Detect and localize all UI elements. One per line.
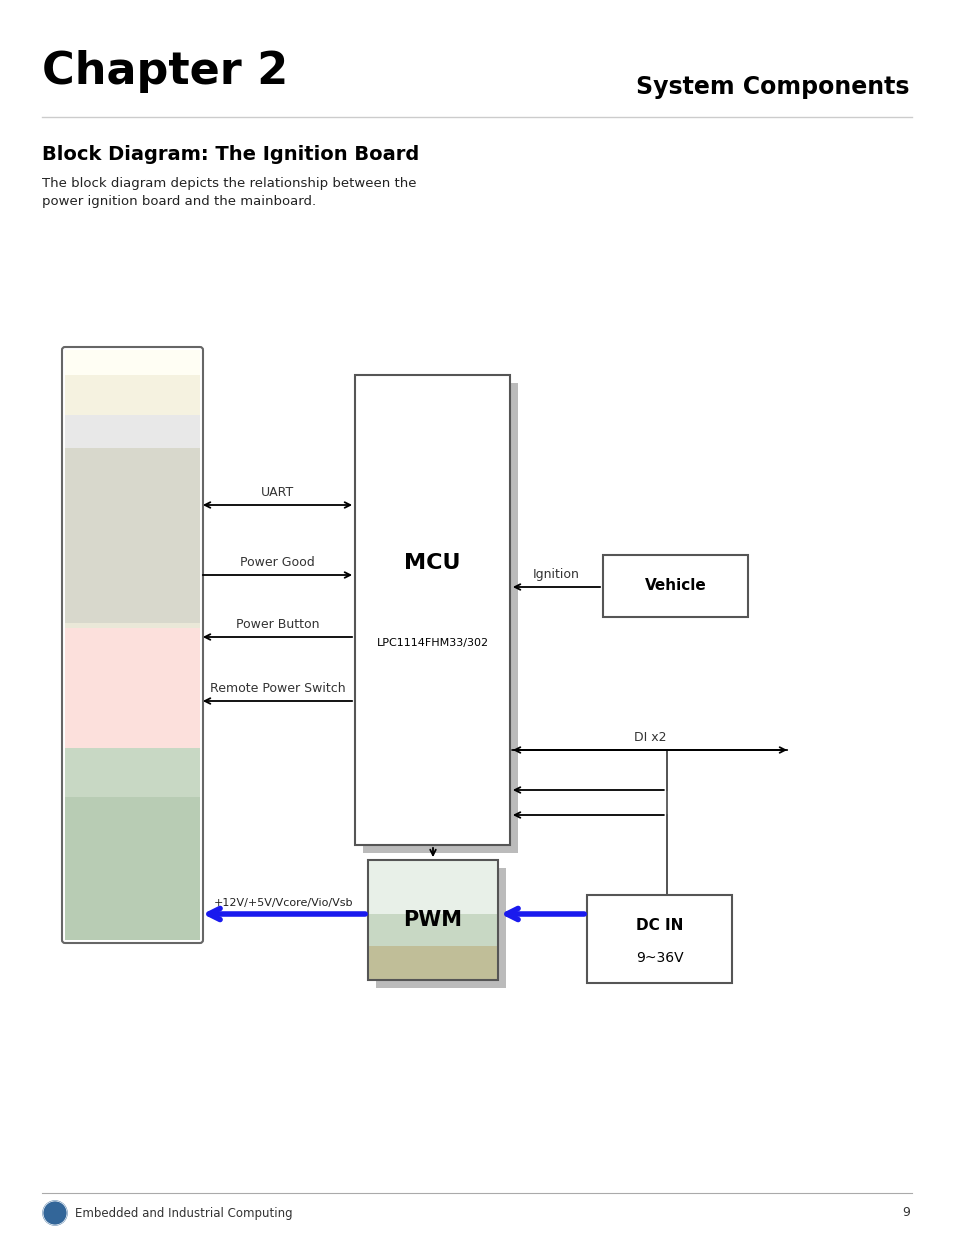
Text: Power Button: Power Button bbox=[235, 618, 319, 631]
Bar bbox=[363, 383, 517, 853]
Text: Vehicle: Vehicle bbox=[644, 578, 705, 594]
Bar bbox=[355, 375, 510, 845]
Text: Block Diagram: The Ignition Board: Block Diagram: The Ignition Board bbox=[42, 144, 418, 164]
Bar bbox=[65, 374, 200, 415]
Text: Chapter 2: Chapter 2 bbox=[42, 49, 288, 93]
Circle shape bbox=[43, 1200, 67, 1225]
Bar bbox=[586, 895, 731, 983]
Text: PWM: PWM bbox=[403, 910, 462, 930]
Text: DI x2: DI x2 bbox=[633, 731, 665, 743]
Text: Embedded and Industrial Computing: Embedded and Industrial Computing bbox=[75, 1207, 293, 1219]
Text: System Components: System Components bbox=[636, 75, 909, 99]
Text: UART: UART bbox=[260, 487, 294, 499]
Bar bbox=[65, 748, 200, 798]
Text: DC IN: DC IN bbox=[635, 919, 682, 934]
Text: 9~36V: 9~36V bbox=[635, 951, 682, 966]
Text: Remote Power Switch: Remote Power Switch bbox=[210, 682, 345, 695]
Text: power ignition board and the mainboard.: power ignition board and the mainboard. bbox=[42, 195, 315, 207]
Text: +12V/+5V/Vcore/Vio/Vsb: +12V/+5V/Vcore/Vio/Vsb bbox=[214, 898, 354, 908]
Bar bbox=[602, 555, 747, 618]
Bar bbox=[65, 798, 200, 940]
Bar bbox=[65, 624, 200, 629]
Bar bbox=[368, 914, 497, 946]
Bar bbox=[65, 415, 200, 448]
Text: The block diagram depicts the relationship between the: The block diagram depicts the relationsh… bbox=[42, 177, 416, 190]
Bar bbox=[368, 860, 497, 981]
Text: LPC1114FHM33/302: LPC1114FHM33/302 bbox=[376, 638, 488, 648]
Text: MCU: MCU bbox=[404, 553, 460, 573]
Bar bbox=[375, 868, 505, 988]
Bar bbox=[368, 860, 497, 914]
Text: Power Good: Power Good bbox=[240, 556, 314, 569]
Bar bbox=[368, 946, 497, 981]
Text: 9: 9 bbox=[902, 1207, 909, 1219]
Bar bbox=[65, 448, 200, 624]
Bar bbox=[65, 629, 200, 748]
Bar bbox=[65, 350, 200, 374]
Text: Ignition: Ignition bbox=[533, 568, 579, 580]
